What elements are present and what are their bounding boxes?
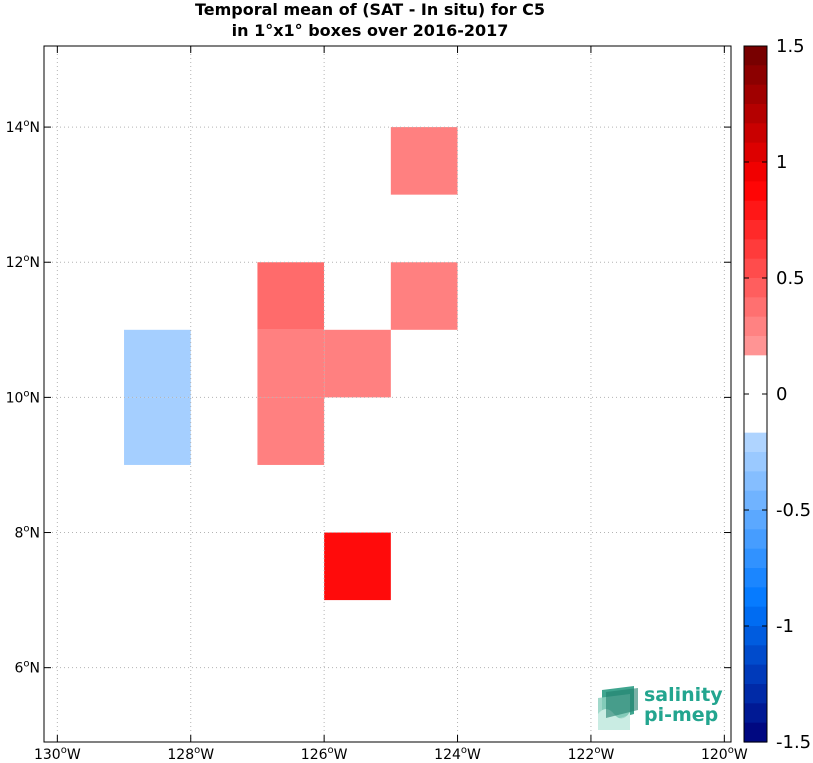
colorbar-level-28 xyxy=(744,587,767,608)
colorbar-level-23 xyxy=(744,490,767,511)
colorbar-level-10 xyxy=(744,239,767,260)
colorbar-level-31 xyxy=(744,645,767,666)
chart-title-line1: Temporal mean of (SAT - In situ) for C5 xyxy=(194,0,546,19)
colorbar-level-9 xyxy=(744,220,767,240)
colorbar-ticks: 1.5 1 0.5 0 -0.5 -1 -1.5 xyxy=(744,36,811,753)
y-tick-label-0: 6oN xyxy=(14,659,40,677)
colorbar-level-4 xyxy=(744,123,767,144)
x-tick-label-1: 128oW xyxy=(167,745,214,763)
colorbar-level-34 xyxy=(744,703,767,724)
heatmap-cell-4 xyxy=(657,262,725,330)
y-tick-label-4: 14oN xyxy=(6,118,40,136)
ticks-layer: 130oW 128oW 126oW 124oW 122oW 120oW 6oN 8oN 10oN… xyxy=(6,46,748,763)
colorbar-levels xyxy=(744,46,767,743)
heatmap-cell-6 xyxy=(257,329,325,398)
axes-frame xyxy=(43,45,732,743)
colorbar-level-7 xyxy=(744,181,767,202)
colorbar-level-30 xyxy=(744,626,767,646)
colorbar-level-12 xyxy=(744,278,767,298)
colorbar-level-19 xyxy=(744,413,767,434)
heatmap-cell-11 xyxy=(457,464,525,533)
cells-layer xyxy=(124,127,725,601)
colorbar-level-26 xyxy=(744,548,767,569)
colorbar-level-21 xyxy=(744,452,767,472)
y-tick-label-2: 10oN xyxy=(6,388,40,406)
colorbar-level-2 xyxy=(744,84,767,105)
x-tick-label-0: 130oW xyxy=(34,745,81,763)
colorbar-level-32 xyxy=(744,664,767,685)
colorbar-level-24 xyxy=(744,510,767,530)
colorbar-tick-label-1: 1 xyxy=(776,152,787,173)
grid-layer xyxy=(44,46,731,742)
colorbar-level-17 xyxy=(744,374,767,395)
colorbar-level-15 xyxy=(744,336,767,356)
x-tick-label-2: 126oW xyxy=(301,745,348,763)
colorbar-level-27 xyxy=(744,568,767,588)
colorbar-tick-label-5: -1 xyxy=(776,616,794,637)
x-tick-label-4: 122oW xyxy=(568,745,615,763)
colorbar-tick-label-3: 0 xyxy=(776,384,787,405)
colorbar-tick-label-0: 1.5 xyxy=(776,36,805,57)
y-tick-label-3: 12oN xyxy=(6,253,40,271)
heatmap-cell-12 xyxy=(324,532,391,601)
colorbar-level-33 xyxy=(744,684,767,704)
heatmap-cell-0 xyxy=(390,127,458,195)
heatmap-cell-1 xyxy=(257,262,325,330)
heatmap-cell-5 xyxy=(124,329,191,398)
heatmap-cell-3 xyxy=(390,262,458,330)
colorbar-level-25 xyxy=(744,529,767,550)
colorbar-level-20 xyxy=(744,432,767,453)
heatmap-cell-9 xyxy=(257,397,325,465)
x-tick-label-5: 120oW xyxy=(701,745,748,763)
colorbar-level-5 xyxy=(744,142,767,163)
heatmap-cell-7 xyxy=(324,329,391,398)
colorbar-level-0 xyxy=(744,46,767,66)
colorbar-tick-label-6: -1.5 xyxy=(776,732,811,753)
heatmap-cell-2 xyxy=(324,262,391,330)
heatmap-cell-8 xyxy=(124,397,191,465)
colorbar-tick-label-4: -0.5 xyxy=(776,500,811,521)
colorbar-level-16 xyxy=(744,355,767,376)
logo-text-line1: salinity xyxy=(644,684,723,706)
logo-waves-icon xyxy=(598,686,638,730)
colorbar-level-29 xyxy=(744,606,767,627)
colorbar-level-13 xyxy=(744,297,767,318)
y-tick-label-1: 8oN xyxy=(14,524,40,542)
colorbar-level-14 xyxy=(744,316,767,337)
colorbar-level-35 xyxy=(744,722,767,743)
chart-title-line2: in 1°x1° boxes over 2016-2017 xyxy=(231,21,509,40)
colorbar-level-6 xyxy=(744,162,767,182)
colorbar-level-18 xyxy=(744,394,767,414)
colorbar-level-8 xyxy=(744,200,767,221)
x-tick-label-3: 124oW xyxy=(434,745,481,763)
colorbar-level-11 xyxy=(744,258,767,279)
colorbar-level-3 xyxy=(744,104,767,124)
heatmap-cell-10 xyxy=(390,397,458,465)
salinity-pi-mep-logo: salinity pi-mep xyxy=(596,684,726,732)
colorbar-tick-label-2: 0.5 xyxy=(776,268,805,289)
colorbar-level-22 xyxy=(744,471,767,492)
logo-text-line2: pi-mep xyxy=(644,704,719,726)
colorbar-level-1 xyxy=(744,65,767,86)
